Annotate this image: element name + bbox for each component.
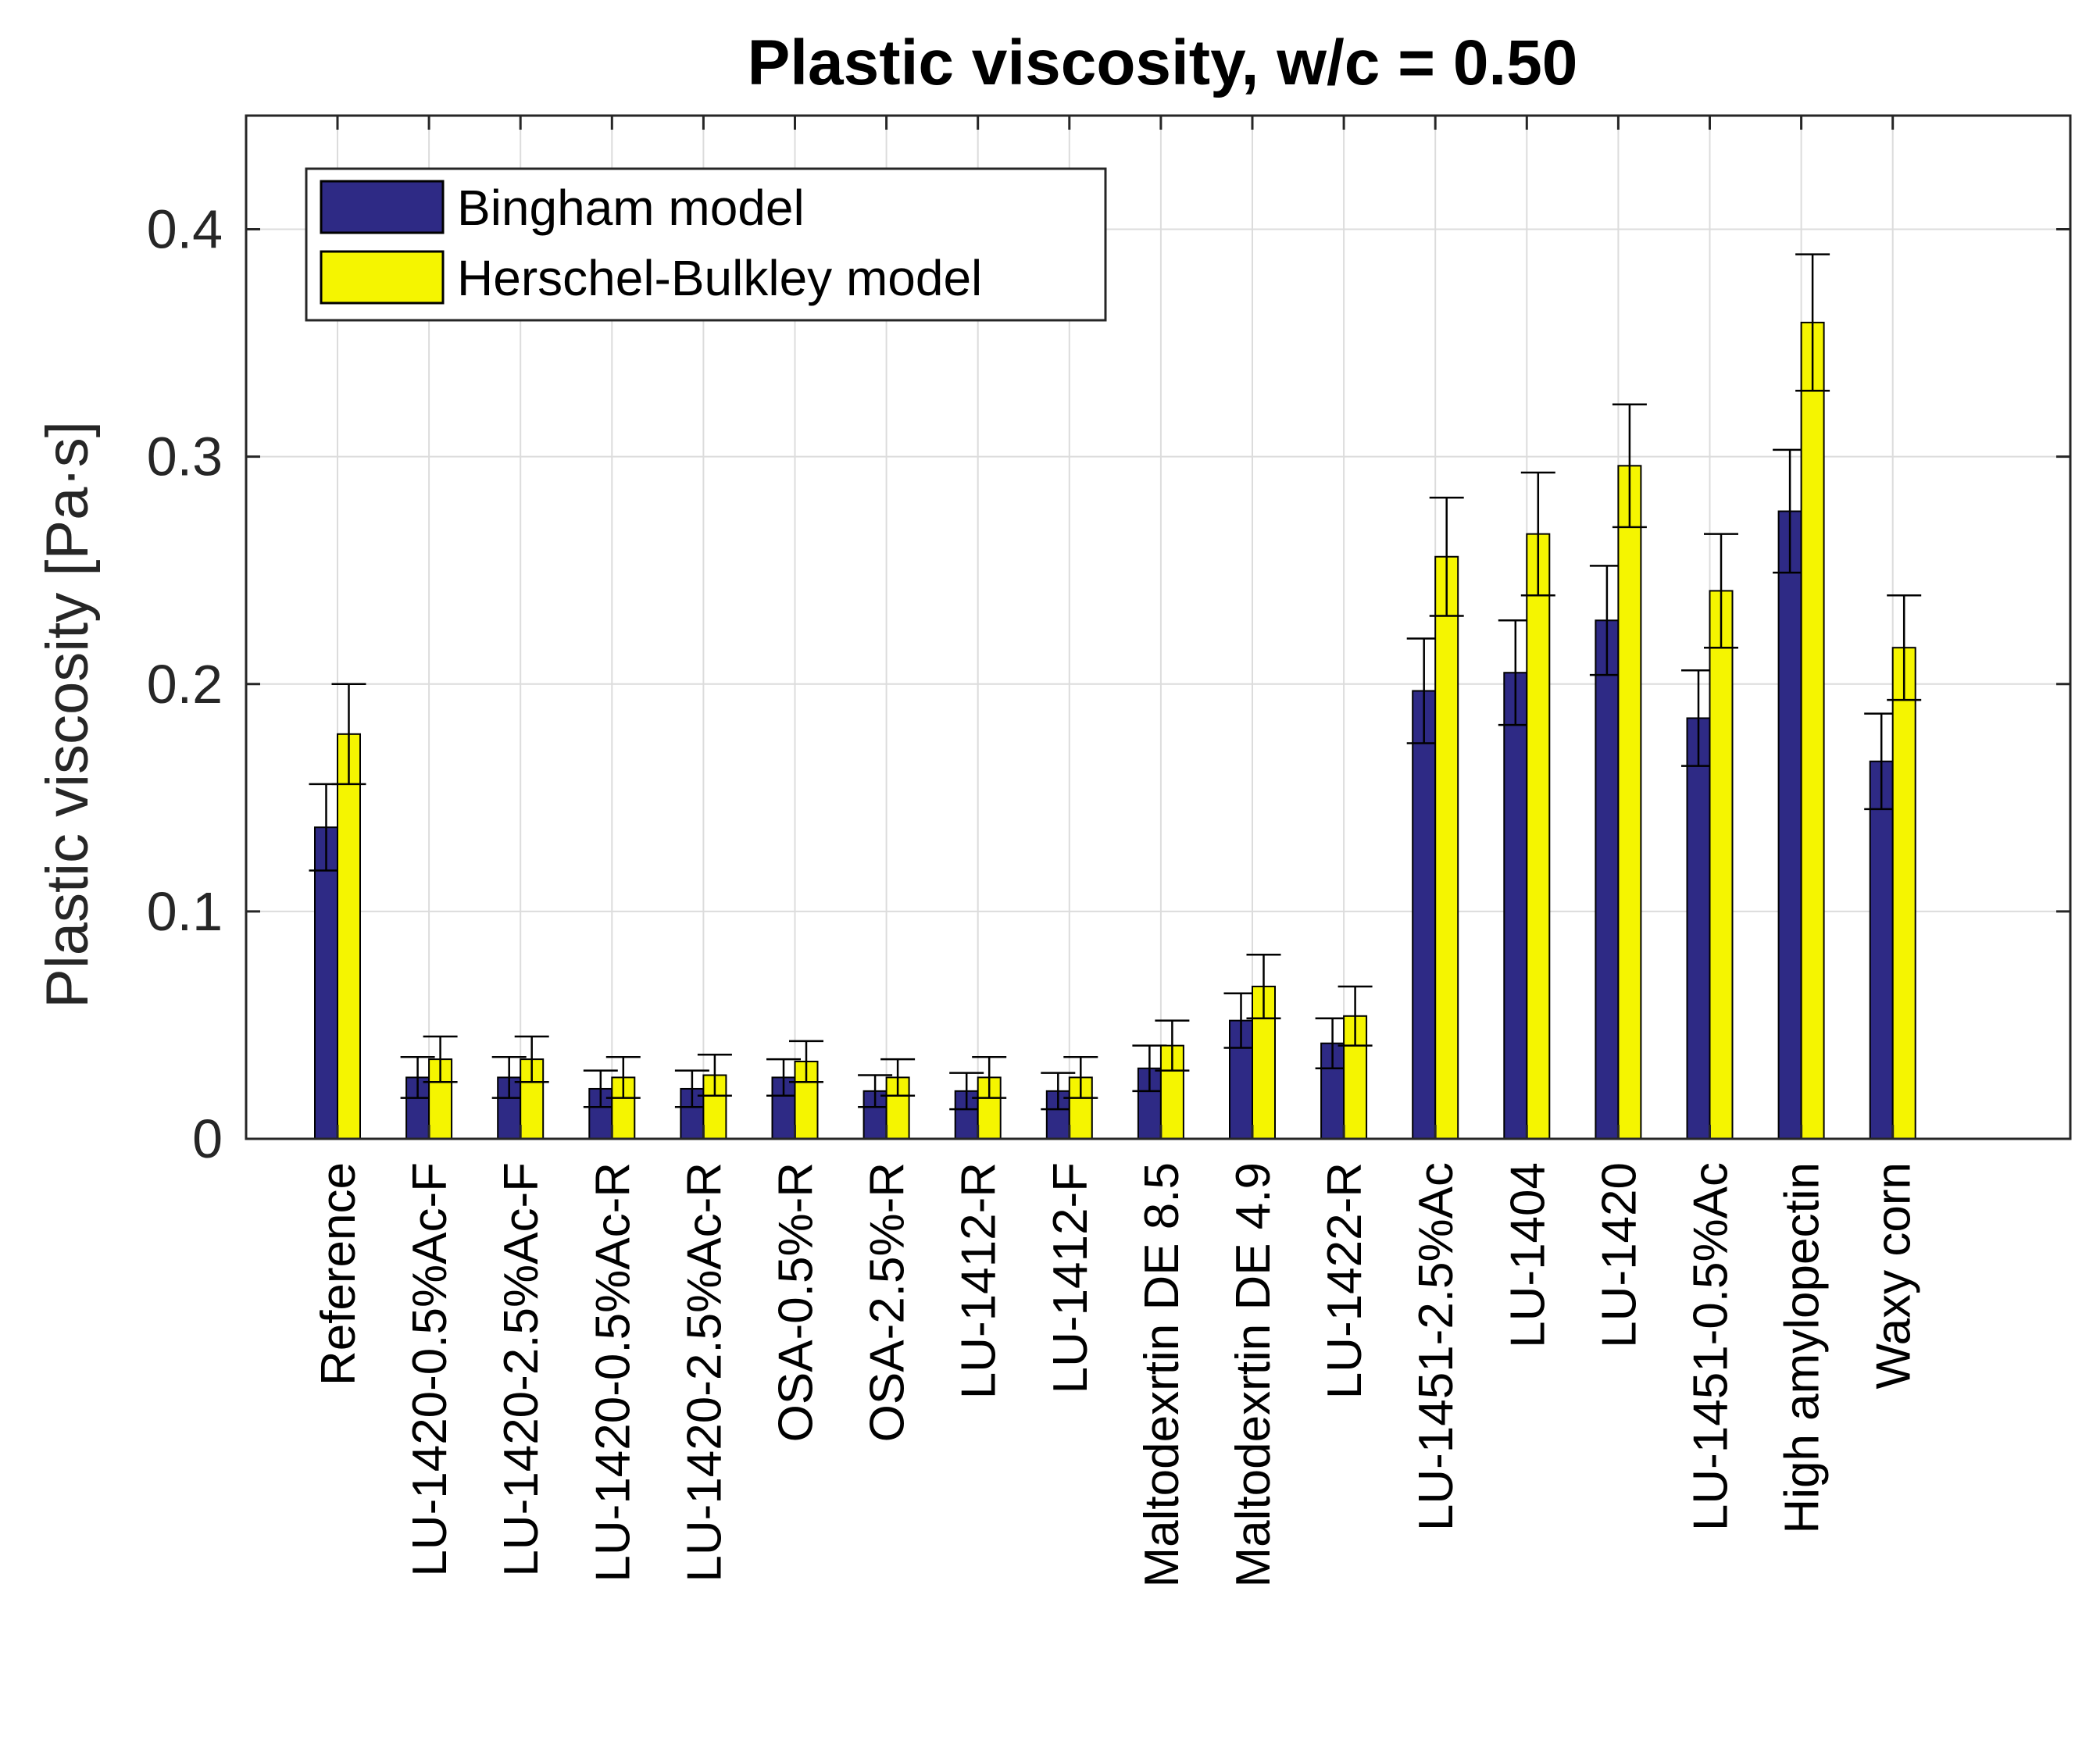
axes-box <box>245 114 2072 1140</box>
x-tick-label: LU-1412-F <box>1044 1162 1098 1393</box>
x-tick-label: Waxy corn <box>1867 1162 1921 1390</box>
y-tick-label: 0.2 <box>147 654 223 715</box>
bingham-bar <box>314 826 338 1140</box>
y-tick-label: 0.3 <box>147 426 223 487</box>
legend-label-bingham: Bingham model <box>457 180 805 236</box>
x-tick-label: LU-1420 <box>1592 1162 1646 1348</box>
bingham-bar <box>1869 760 1894 1140</box>
herschel-bulkley-bar <box>1891 647 1916 1140</box>
y-tick-label: 0.1 <box>147 881 223 942</box>
bingham-bar <box>1777 510 1802 1140</box>
axis-layer: 0 0.1 0.2 0.3 0.4 Reference LU-1420-0.5%Ac-F LU… <box>147 114 2072 1587</box>
herschel-bulkley-bar <box>337 733 361 1140</box>
bingham-bar <box>1412 690 1437 1140</box>
x-tick-label: Maltodexrtin DE 4.9 <box>1227 1162 1280 1587</box>
x-tick-label: LU-1420-2.5%Ac-R <box>677 1162 731 1582</box>
bingham-bar <box>1686 717 1711 1140</box>
x-tick-label: LU-1420-0.5%Ac-R <box>586 1162 640 1582</box>
legend: Bingham model Herschel-Bulkley model <box>305 167 1107 322</box>
x-tick-label: LU-1412-R <box>952 1162 1006 1399</box>
bingham-bar <box>1595 619 1620 1140</box>
herschel-bulkley-bar <box>1617 465 1642 1140</box>
y-tick-label: 0 <box>192 1108 223 1169</box>
x-tick-label: LU-1420-0.5%Ac-F <box>403 1162 457 1577</box>
herschel-bulkley-bar <box>1434 555 1459 1140</box>
x-tick-label: LU-1404 <box>1501 1162 1555 1348</box>
x-tick-label: High amylopectin <box>1776 1162 1830 1534</box>
x-tick-label: LU-1422-R <box>1318 1162 1372 1399</box>
x-tick-label: OSA-0.5%-R <box>770 1162 823 1442</box>
x-tick-label: OSA-2.5%-R <box>861 1162 915 1442</box>
herschel-bulkley-bar <box>1526 533 1551 1140</box>
x-tick-label: Maltodexrtin DE 8.5 <box>1135 1162 1189 1587</box>
herschel-bulkley-bar <box>1709 590 1734 1140</box>
bar-layer <box>309 253 1922 1140</box>
legend-swatch-herschel-bulkley <box>320 250 445 305</box>
herschel-bulkley-bar <box>1800 321 1825 1140</box>
herschel-bulkley-bar <box>702 1074 727 1140</box>
x-tick-label: Reference <box>312 1162 366 1386</box>
x-tick-label: LU-1420-2.5%Ac-F <box>495 1162 548 1577</box>
bingham-bar <box>1503 672 1528 1140</box>
legend-label-herschel-bulkley: Herschel-Bulkley model <box>457 250 982 306</box>
chart-title: Plastic viscosity, w/c = 0.50 <box>748 27 1578 98</box>
legend-swatch-bingham <box>320 180 445 234</box>
y-axis-label: Plastic viscosity [Pa·s] <box>34 421 101 1008</box>
x-tick-label: LU-1451-0.5%Ac <box>1684 1162 1738 1531</box>
y-tick-label: 0.4 <box>147 199 223 260</box>
x-tick-label: LU-1451-2.5%Ac <box>1409 1162 1463 1531</box>
